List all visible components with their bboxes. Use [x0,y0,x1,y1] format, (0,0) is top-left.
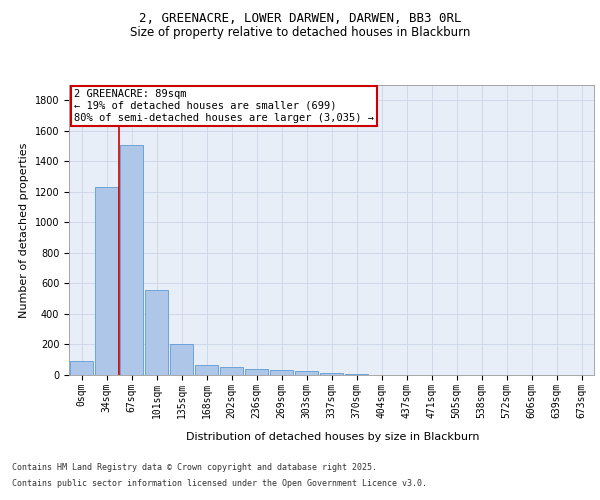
Bar [70,360,93,375]
Text: 2 GREENACRE: 89sqm
← 19% of detached houses are smaller (699)
80% of semi-detach: 2 GREENACRE: 89sqm ← 19% of detached hou… [74,90,374,122]
Bar [295,372,318,375]
Bar [120,144,143,375]
Bar [270,370,293,375]
Text: 2, GREENACRE, LOWER DARWEN, DARWEN, BB3 0RL: 2, GREENACRE, LOWER DARWEN, DARWEN, BB3 … [139,12,461,26]
Text: Size of property relative to detached houses in Blackburn: Size of property relative to detached ho… [130,26,470,39]
Bar [345,374,368,375]
Bar [145,290,168,375]
Bar [195,365,218,375]
Bar [320,374,343,375]
Text: Contains public sector information licensed under the Open Government Licence v3: Contains public sector information licen… [12,478,427,488]
Bar [170,344,193,375]
Text: Contains HM Land Registry data © Crown copyright and database right 2025.: Contains HM Land Registry data © Crown c… [12,464,377,472]
Text: Distribution of detached houses by size in Blackburn: Distribution of detached houses by size … [186,432,480,442]
Bar [245,368,268,375]
Bar [95,186,118,375]
Bar [220,368,243,375]
Y-axis label: Number of detached properties: Number of detached properties [19,142,29,318]
